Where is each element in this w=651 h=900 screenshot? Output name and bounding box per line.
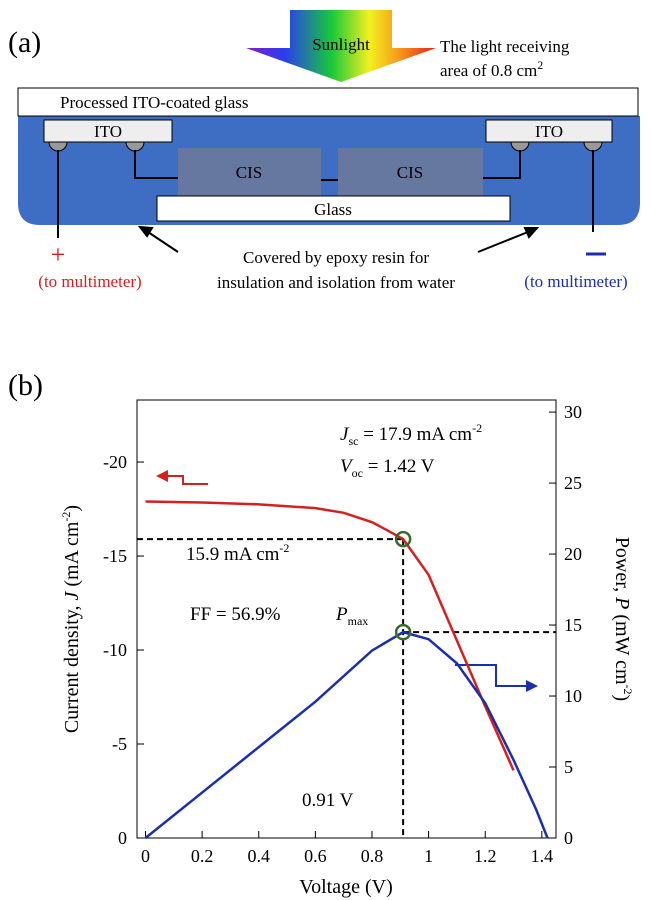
y-tick-label: -20 xyxy=(103,452,127,472)
voc-note: Voc = 1.42 V xyxy=(340,456,435,480)
panel-a: (a) Sunlight The light receiving area of… xyxy=(8,10,640,292)
current-note: 15.9 mA cm-2 xyxy=(186,541,289,565)
y-tick-label: 0 xyxy=(118,828,127,848)
area-note-text: area of 0.8 cm xyxy=(440,61,537,80)
label-part: Power, xyxy=(611,537,633,597)
x-tick-label: 1.4 xyxy=(531,846,554,866)
area-note: The light receiving xyxy=(440,37,570,56)
panel-b: (b) Voltage (V) Current density, J (mA c… xyxy=(8,369,635,898)
panel-label: (b) xyxy=(8,369,43,402)
area-note: area of 0.8 cm2 xyxy=(440,58,543,80)
sunlight-label: Sunlight xyxy=(312,35,370,54)
y-tick-label: -10 xyxy=(103,640,127,660)
label-part: (mW cm xyxy=(611,609,633,685)
panel-label: (a) xyxy=(8,26,41,59)
ff-note: FF = 56.9% xyxy=(190,604,281,625)
note-part: max xyxy=(348,614,369,628)
x-tick-label: 1 xyxy=(424,846,433,866)
mpp-power-point xyxy=(394,623,412,641)
x-axis-label: Voltage (V) xyxy=(299,876,393,898)
bottom-glass xyxy=(156,195,511,222)
note-part: V xyxy=(340,456,354,477)
cis xyxy=(178,148,321,196)
ito-label: ITO xyxy=(94,122,122,141)
ito xyxy=(43,119,173,143)
cis xyxy=(338,148,483,196)
label-part: (mA cm xyxy=(61,521,83,591)
contacts xyxy=(48,141,603,152)
pmax-note: Pmax xyxy=(335,604,368,628)
note-part: -2 xyxy=(472,421,482,435)
note-part: sc xyxy=(348,434,358,448)
y2-tick-label: 10 xyxy=(564,686,582,706)
y2-tick-label: 20 xyxy=(564,544,582,564)
label-part: ) xyxy=(611,695,633,702)
ito-label: ITO xyxy=(535,122,563,141)
area-note-sup: 2 xyxy=(537,58,543,72)
axis-arrows xyxy=(156,470,538,692)
epoxy-arrows xyxy=(137,225,540,253)
top-glass xyxy=(17,87,639,117)
ito xyxy=(485,119,613,143)
y2-tick-label: 25 xyxy=(564,473,582,493)
wires xyxy=(57,150,594,238)
y2-tick-label: 0 xyxy=(564,828,573,848)
label-part: -2 xyxy=(621,685,635,695)
cis-label: CIS xyxy=(397,163,423,182)
y2-axis-label: Power, P (mW cm-2) xyxy=(611,537,635,701)
minus-note: (to multimeter) xyxy=(524,272,627,291)
x-tick-label: 0.2 xyxy=(191,846,214,866)
epoxy-note: insulation and isolation from water xyxy=(217,273,455,292)
label-part: ) xyxy=(61,505,83,512)
mpp-current-point xyxy=(394,530,412,548)
jsc-note: Jsc = 17.9 mA cm-2 xyxy=(340,421,482,448)
label-part: P xyxy=(611,596,633,609)
y-axis-label: Current density, J (mA cm-2) xyxy=(59,505,83,733)
epoxy-note: Covered by epoxy resin for xyxy=(243,248,429,267)
y-tick-label: -15 xyxy=(103,546,127,566)
note-part: J xyxy=(340,424,350,445)
label-part: Current density, xyxy=(61,600,83,733)
note-part: = 1.42 V xyxy=(363,456,435,477)
plus-sign: + xyxy=(51,240,66,269)
x-tick-label: 1.2 xyxy=(474,846,497,866)
series-line xyxy=(144,630,549,839)
y2-tick-label: 5 xyxy=(564,757,573,777)
sunlight-arrow xyxy=(246,10,436,82)
cis-label: CIS xyxy=(236,163,262,182)
note-part: oc xyxy=(352,466,363,480)
bottom-glass-label: Glass xyxy=(314,200,352,219)
y-tick-label: -5 xyxy=(112,734,127,754)
note-part: = 17.9 mA cm xyxy=(358,424,472,445)
y2-tick-label: 30 xyxy=(564,402,582,422)
y2-tick-label: 15 xyxy=(564,615,582,635)
top-glass-label: Processed ITO-coated glass xyxy=(60,93,249,112)
x-tick-label: 0 xyxy=(141,846,150,866)
x-tick-label: 0.6 xyxy=(304,846,327,866)
plus-note: (to multimeter) xyxy=(38,272,141,291)
note-part: P xyxy=(335,604,348,625)
series-line xyxy=(145,500,515,771)
note-part: -2 xyxy=(279,541,289,555)
note-part: 15.9 mA cm xyxy=(186,544,280,565)
label-part: J xyxy=(61,590,83,600)
x-tick-label: 0.4 xyxy=(247,846,270,866)
label-part: -2 xyxy=(59,512,73,522)
x-tick-label: 0.8 xyxy=(361,846,384,866)
plot-frame xyxy=(136,399,557,839)
voltage-note: 0.91 V xyxy=(302,790,354,811)
